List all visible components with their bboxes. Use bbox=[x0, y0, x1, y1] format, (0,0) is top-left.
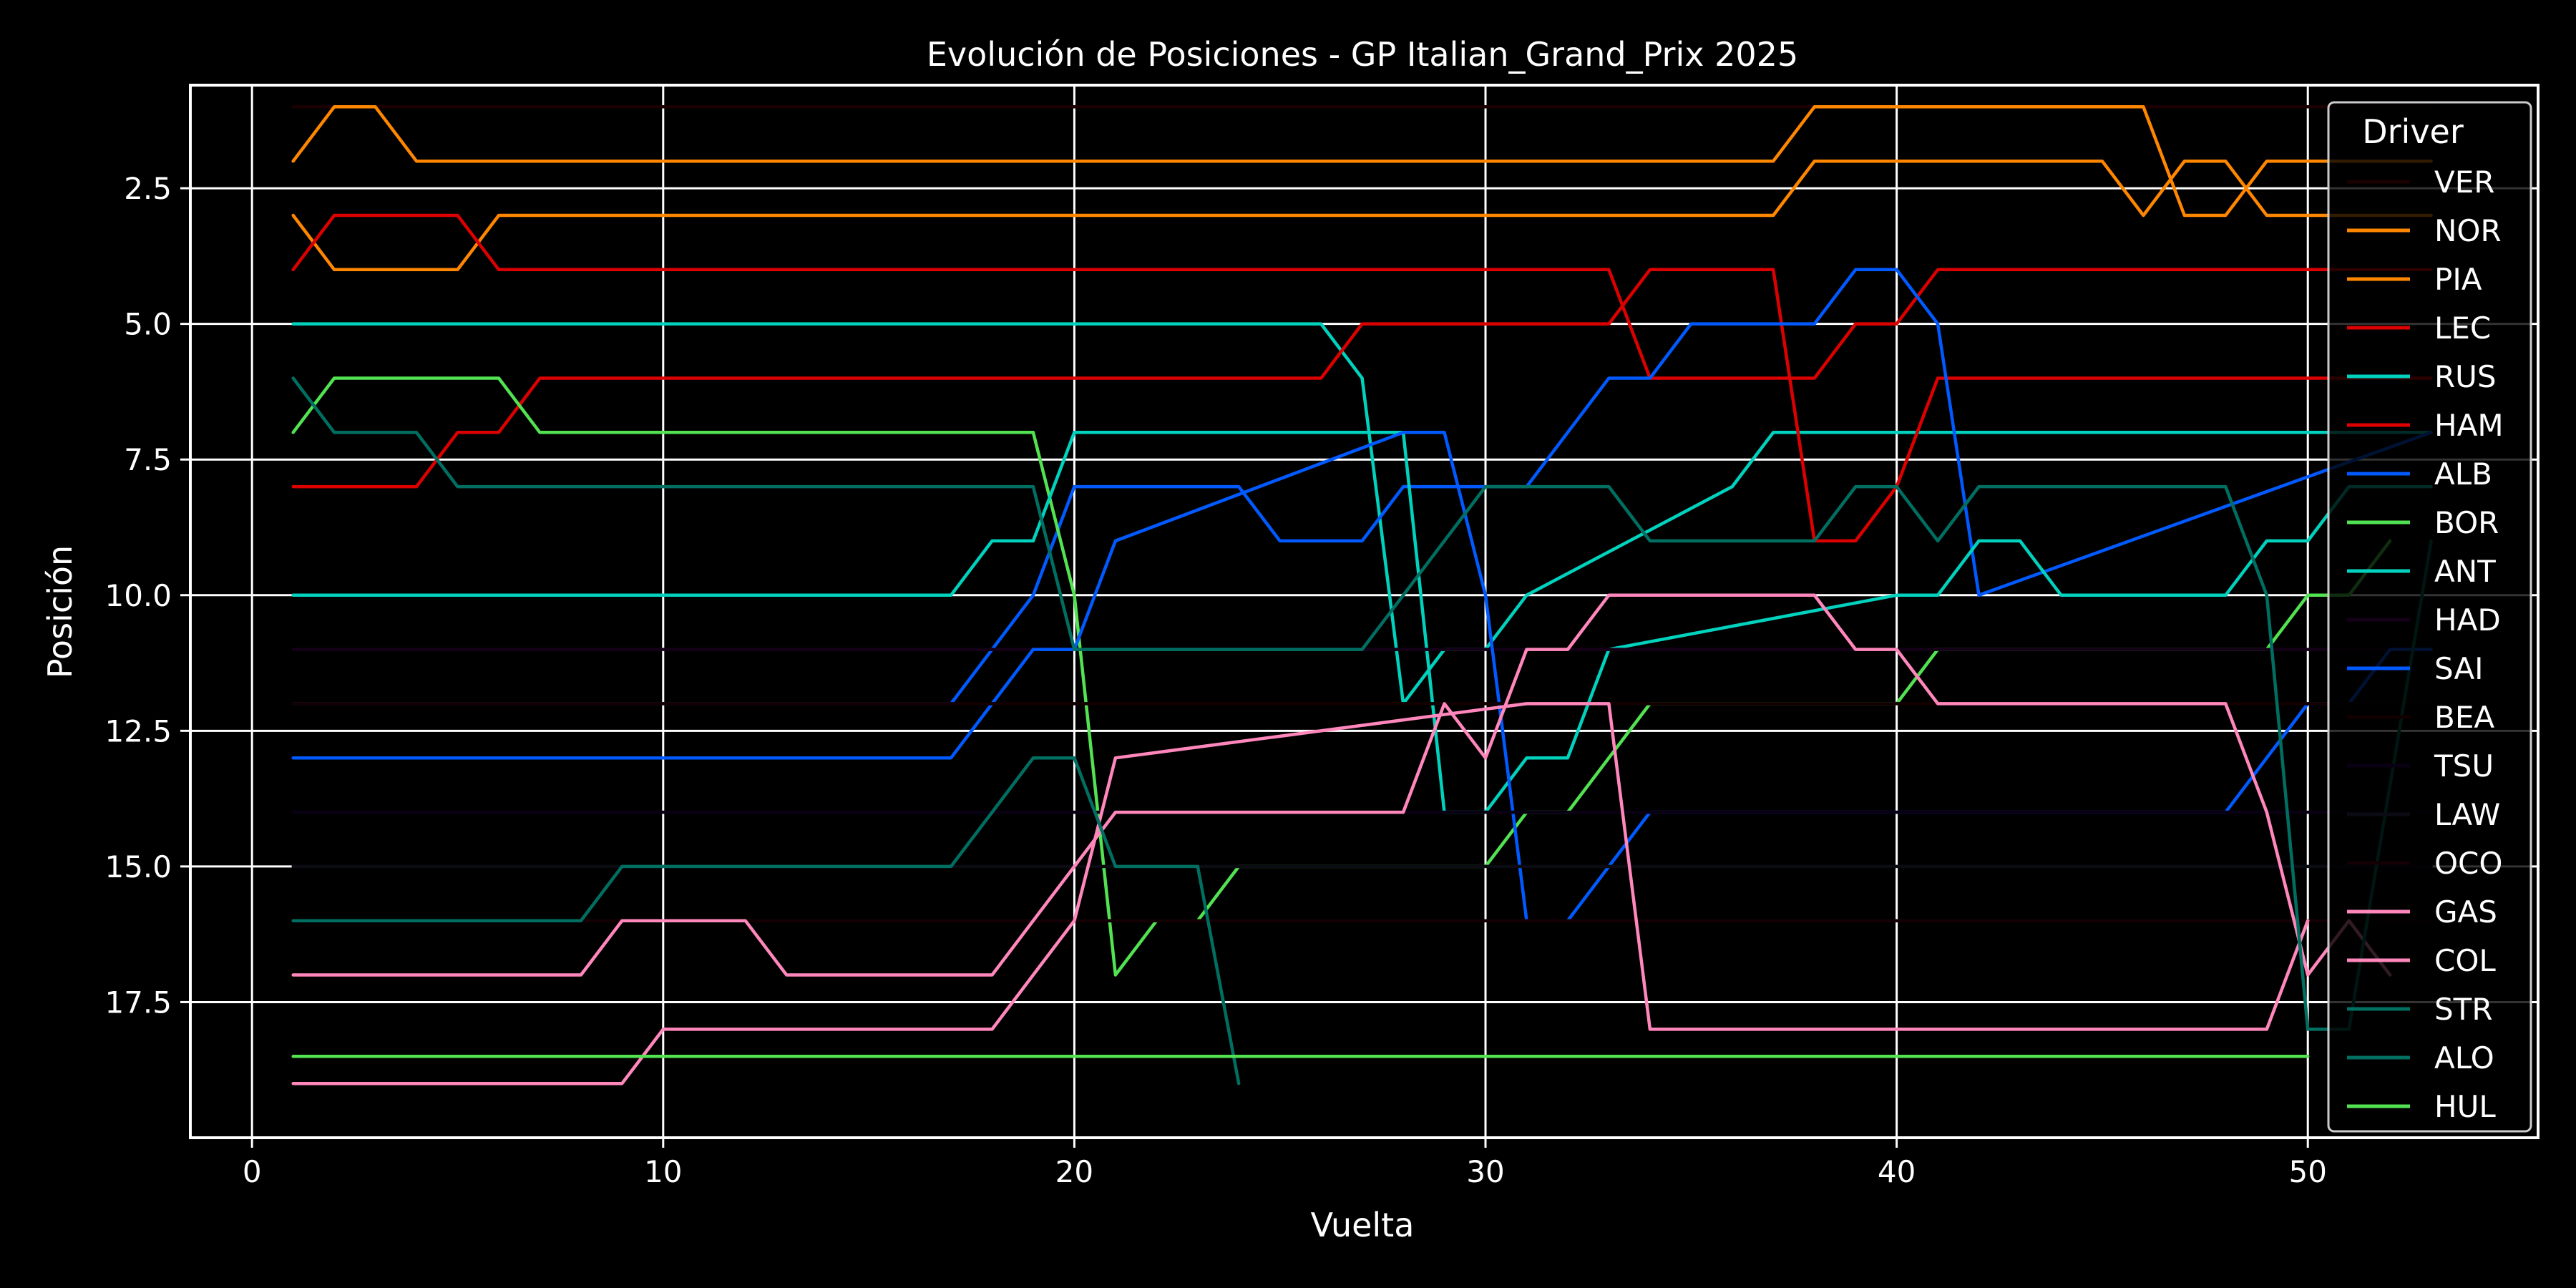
y-axis-label: Posición bbox=[41, 545, 79, 678]
legend-items: VER NOR PIA LEC RUS HAM ALB BOR ANT HAD SAI BEA TSU L… bbox=[2347, 165, 2504, 1124]
legend-label-col: COL bbox=[2434, 943, 2496, 978]
y-tick-label: 17.5 bbox=[104, 985, 172, 1020]
plot-frame bbox=[189, 84, 2540, 1139]
legend-label-nor: NOR bbox=[2434, 213, 2502, 248]
legend-label-ham: HAM bbox=[2434, 408, 2504, 443]
legend-box bbox=[2327, 101, 2532, 1133]
series-line-pia bbox=[291, 159, 2433, 272]
y-tick-label: 12.5 bbox=[104, 713, 172, 748]
series-lines bbox=[291, 105, 2433, 1085]
x-tick-label: 50 bbox=[2288, 1154, 2326, 1189]
legend-label-str: STR bbox=[2434, 992, 2493, 1027]
y-tick-label: 10.0 bbox=[104, 578, 172, 613]
legend-label-oco: OCO bbox=[2434, 846, 2502, 881]
x-tick-label: 20 bbox=[1055, 1154, 1093, 1189]
legend-label-sai: SAI bbox=[2434, 651, 2484, 686]
legend-label-had: HAD bbox=[2434, 602, 2501, 638]
y-tick-label: 7.5 bbox=[124, 442, 172, 477]
legend-label-bea: BEA bbox=[2434, 700, 2494, 735]
legend-label-bor: BOR bbox=[2434, 505, 2499, 540]
y-tick-label: 15.0 bbox=[104, 849, 172, 884]
series-line-str bbox=[291, 756, 1241, 1085]
series-line-alb bbox=[291, 268, 2433, 706]
series-line-ham bbox=[291, 268, 2433, 543]
y-tick-label: 2.5 bbox=[124, 171, 172, 206]
x-tick-label: 30 bbox=[1466, 1154, 1504, 1189]
legend: Driver VER NOR PIA LEC RUS HAM ALB BOR ANT HAD SAI… bbox=[2327, 101, 2532, 1133]
series-line-col bbox=[291, 702, 2310, 1085]
legend-label-tsu: TSU bbox=[2434, 748, 2494, 784]
y-ticks: 2.5 5.0 7.5 10.0 12.5 15.0 17.5 bbox=[104, 171, 190, 1020]
legend-label-rus: RUS bbox=[2434, 359, 2497, 394]
series-line-alo bbox=[291, 376, 2433, 1031]
x-ticks: 0 10 20 30 40 50 bbox=[243, 1138, 2327, 1189]
series-line-nor bbox=[291, 105, 2433, 218]
legend-label-alo: ALO bbox=[2434, 1040, 2494, 1075]
legend-label-ant: ANT bbox=[2434, 554, 2496, 589]
x-axis-label: Vuelta bbox=[1311, 1206, 1415, 1244]
legend-label-ver: VER bbox=[2434, 165, 2494, 200]
legend-title: Driver bbox=[2362, 112, 2464, 151]
x-tick-label: 10 bbox=[644, 1154, 682, 1189]
x-tick-label: 40 bbox=[1878, 1154, 1916, 1189]
legend-label-gas: GAS bbox=[2434, 894, 2497, 930]
legend-label-law: LAW bbox=[2434, 797, 2500, 832]
chart-title: Evolución de Posiciones - GP Italian_Gra… bbox=[927, 35, 1798, 74]
legend-label-hul: HUL bbox=[2434, 1089, 2496, 1124]
legend-label-alb: ALB bbox=[2434, 457, 2492, 492]
y-tick-label: 5.0 bbox=[124, 307, 172, 342]
x-tick-label: 0 bbox=[243, 1154, 262, 1189]
legend-label-lec: LEC bbox=[2434, 311, 2491, 346]
series-line-gas bbox=[291, 593, 2392, 977]
legend-label-pia: PIA bbox=[2434, 262, 2482, 297]
